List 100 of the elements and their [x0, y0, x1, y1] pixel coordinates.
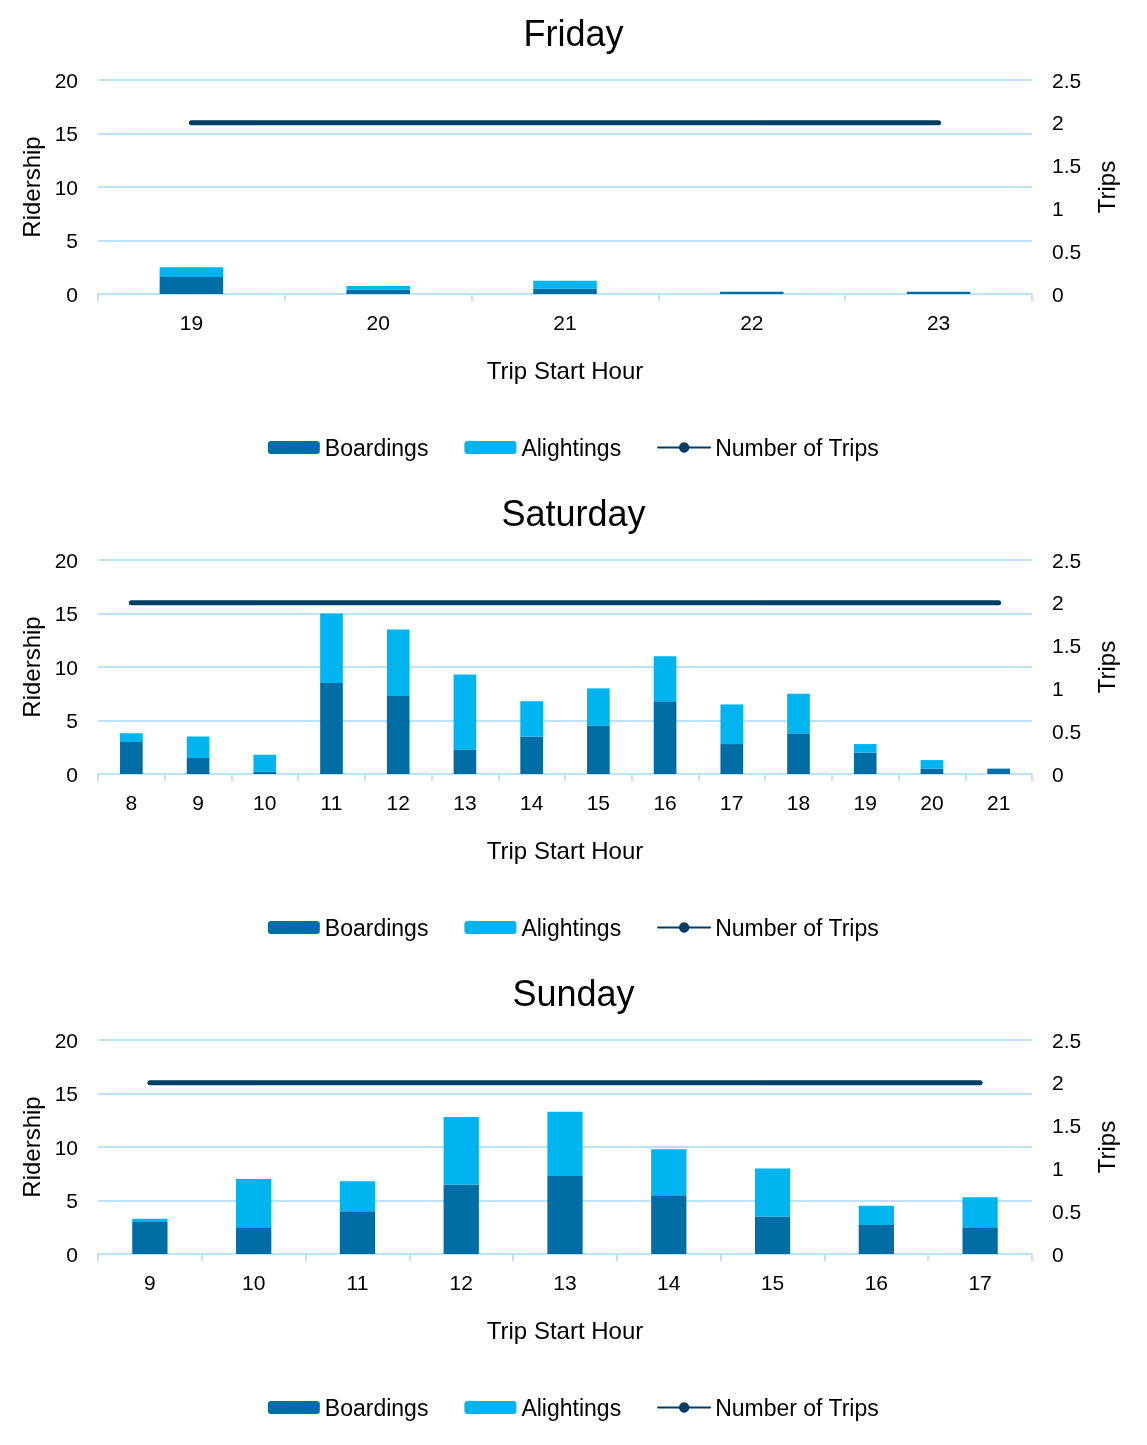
y-tick-label: 5 [66, 229, 78, 252]
x-tick-label: 13 [553, 1271, 577, 1294]
bar [453, 749, 477, 774]
y-tick-label: 10 [54, 655, 78, 679]
x-axis-title: Trip Start Hour [486, 836, 644, 864]
x-tick-label: 10 [253, 791, 277, 814]
x-tick-label: 9 [192, 791, 204, 814]
legend-label: Boardings [324, 914, 429, 941]
x-tick-label: 15 [760, 1271, 785, 1294]
x-tick-label: 9 [144, 1271, 156, 1294]
y2-tick-label: 0.5 [1052, 719, 1082, 743]
legend-label: Boardings [324, 1394, 429, 1421]
y2-tick-label: 2.5 [1052, 1028, 1082, 1052]
legend-label: Number of Trips [715, 1394, 879, 1421]
bar [320, 683, 343, 774]
legend-label: Alightings [521, 434, 622, 461]
y2-tick-label: 0.5 [1052, 1199, 1082, 1223]
bar [443, 1117, 479, 1185]
bar [547, 1111, 583, 1176]
bar [720, 744, 744, 774]
y2-tick-label: 2 [1052, 591, 1064, 615]
y2-tick-label: 0 [1052, 282, 1064, 306]
y-axis-title: Ridership [18, 1096, 46, 1198]
bar [720, 704, 744, 745]
chart-title: Saturday [501, 492, 646, 534]
y2-tick-label: 0 [1052, 1242, 1064, 1266]
y-tick-label: 15 [54, 122, 78, 145]
bar [987, 768, 1010, 774]
bar [906, 291, 971, 294]
y-tick-label: 0 [66, 282, 78, 306]
bar [120, 733, 143, 742]
bar [651, 1195, 687, 1254]
legend-label: Boardings [324, 434, 429, 461]
x-tick-label: 19 [853, 791, 877, 814]
x-tick-label: 17 [720, 791, 744, 814]
bar [920, 760, 944, 769]
x-tick-label: 13 [453, 791, 477, 814]
bar [186, 736, 210, 758]
bar [787, 733, 810, 774]
bar [962, 1227, 998, 1254]
x-axis-title: Trip Start Hour [486, 1316, 644, 1344]
bar [853, 752, 877, 774]
bar [159, 267, 224, 277]
y2-tick-label: 1.5 [1052, 634, 1082, 658]
bar [653, 656, 677, 702]
y2-tick-label: 1.5 [1052, 1114, 1082, 1138]
x-tick-label: 16 [653, 791, 677, 814]
bar [533, 280, 597, 289]
bar [520, 701, 543, 737]
y2-tick-label: 2.5 [1052, 68, 1082, 92]
bar [443, 1184, 479, 1254]
x-tick-label: 21 [986, 791, 1011, 814]
y2-tick-label: 0 [1052, 762, 1064, 786]
y-tick-label: 0 [66, 1242, 78, 1266]
bar [236, 1227, 272, 1254]
bar [320, 613, 343, 684]
x-tick-label: 14 [657, 1271, 681, 1294]
bar [132, 1221, 168, 1254]
bar [346, 285, 410, 290]
x-tick-label: 11 [346, 1271, 369, 1294]
y2-axis-title: Trips [1092, 160, 1120, 214]
y-axis-title: Ridership [18, 136, 46, 238]
chart-title: Sunday [512, 972, 635, 1014]
bar [120, 741, 143, 774]
legend-label: Number of Trips [715, 914, 879, 941]
y2-tick-label: 2 [1052, 1071, 1064, 1095]
bar [754, 1216, 791, 1254]
y-axis-title: Ridership [18, 616, 46, 718]
x-tick-label: 10 [241, 1271, 266, 1294]
bar [132, 1218, 168, 1222]
y-tick-label: 20 [54, 1028, 78, 1052]
legend-label: Alightings [521, 1394, 622, 1421]
bar [754, 1168, 791, 1217]
bar [587, 725, 610, 774]
bar [159, 276, 224, 294]
x-tick-label: 23 [926, 311, 951, 334]
x-tick-label: 14 [519, 791, 544, 814]
bar [858, 1205, 894, 1226]
y-tick-label: 10 [54, 175, 78, 199]
bar [339, 1181, 376, 1212]
y2-tick-label: 0.5 [1052, 239, 1082, 263]
y2-tick-label: 2.5 [1052, 548, 1082, 572]
bar [453, 674, 477, 750]
y-tick-label: 20 [54, 548, 78, 572]
bar [920, 768, 944, 774]
y-tick-label: 0 [66, 762, 78, 786]
y-tick-label: 15 [54, 1082, 78, 1105]
x-tick-label: 20 [920, 791, 944, 814]
bar [858, 1225, 894, 1254]
chart-title: Friday [523, 12, 624, 54]
bar [653, 701, 677, 774]
bar [253, 754, 277, 772]
bar [520, 736, 543, 774]
x-tick-label: 12 [449, 1271, 473, 1294]
x-tick-label: 8 [125, 791, 138, 814]
legend-label: Number of Trips [715, 434, 879, 461]
x-tick-label: 18 [786, 791, 811, 814]
bar [253, 771, 277, 774]
x-tick-label: 17 [968, 1271, 992, 1294]
x-tick-label: 21 [553, 311, 577, 334]
